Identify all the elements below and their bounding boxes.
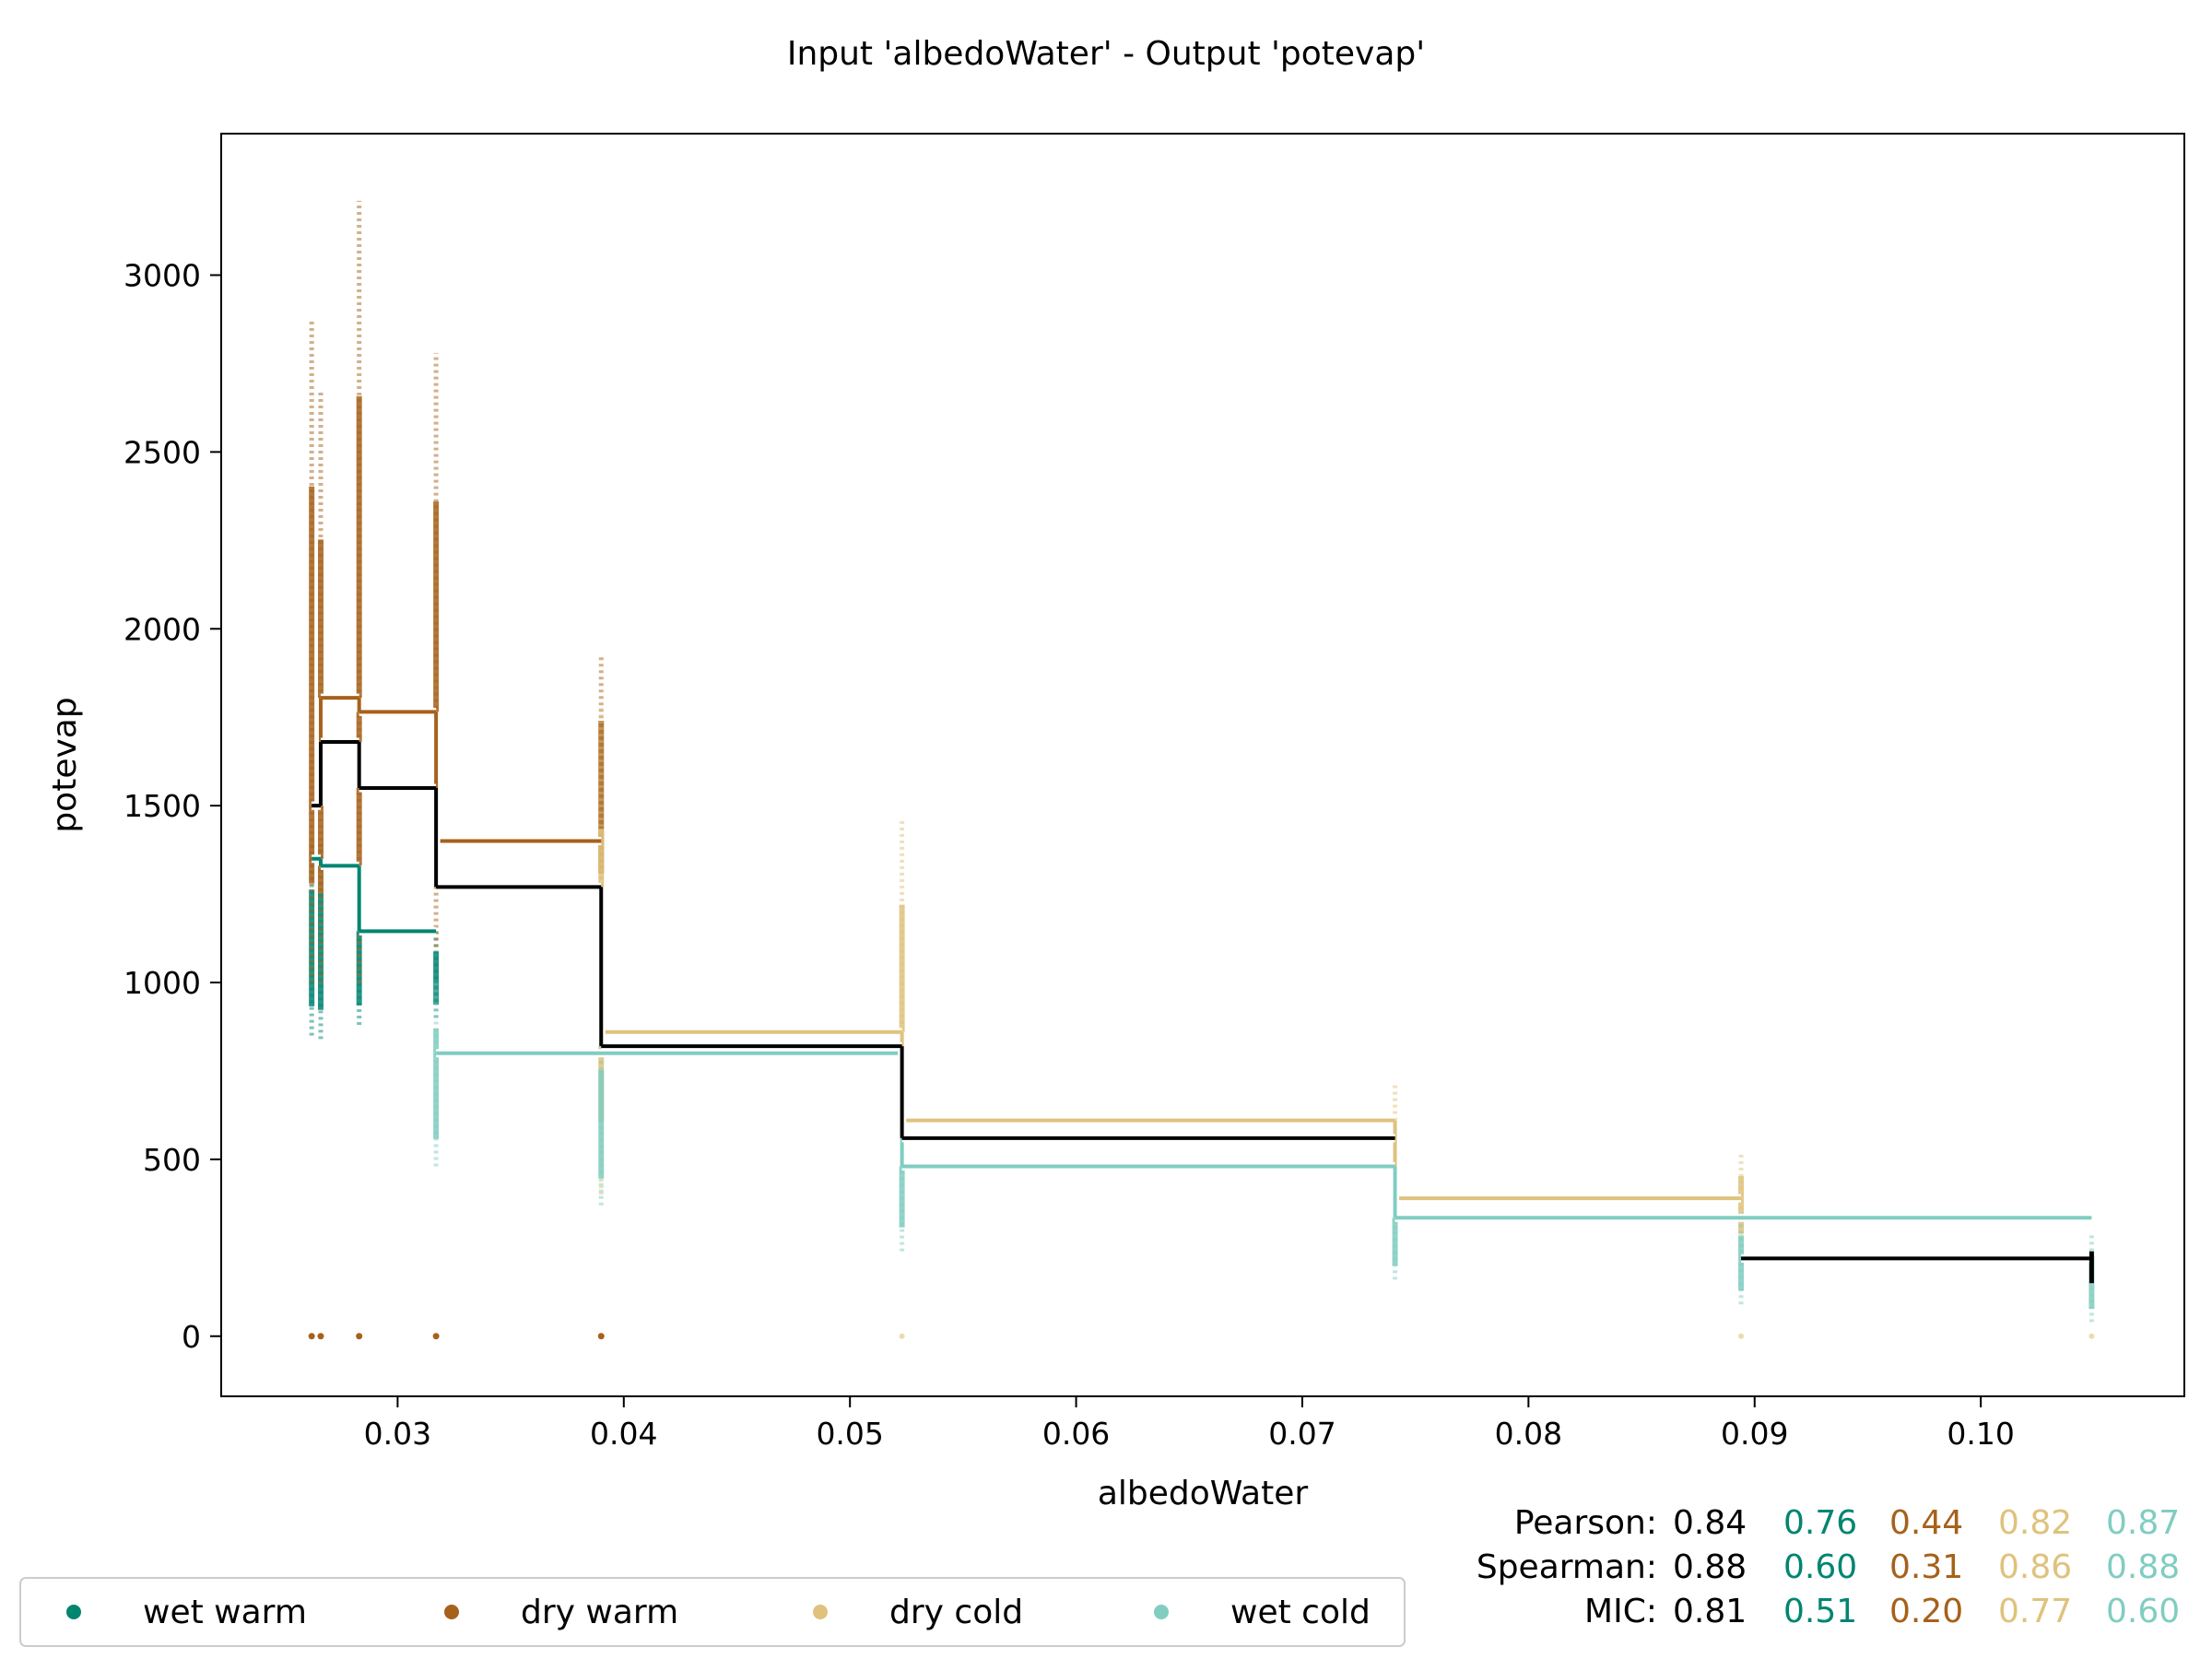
legend-label: dry cold bbox=[889, 1594, 1023, 1631]
stats-label: Spearman: bbox=[1477, 1548, 1657, 1586]
legend-box bbox=[19, 1577, 1406, 1647]
scatter-point bbox=[899, 1333, 905, 1339]
legend-marker bbox=[1154, 1605, 1169, 1619]
stats-value: 0.88 bbox=[1673, 1548, 1747, 1586]
stats-value: 0.77 bbox=[1998, 1593, 2072, 1630]
x-tick-label: 0.03 bbox=[364, 1416, 431, 1452]
y-tick-label: 500 bbox=[143, 1142, 201, 1178]
x-axis-label: albedoWater bbox=[1098, 1475, 1309, 1512]
scatter-point bbox=[317, 1333, 324, 1340]
y-axis-label: potevap bbox=[46, 697, 84, 832]
y-tick-label: 0 bbox=[182, 1319, 201, 1355]
steps-layer bbox=[312, 693, 2094, 1284]
legend-marker bbox=[813, 1605, 828, 1619]
stats-value: 0.87 bbox=[2106, 1504, 2180, 1542]
stats-value: 0.84 bbox=[1673, 1504, 1747, 1542]
x-tick-label: 0.05 bbox=[816, 1416, 883, 1452]
x-tick-label: 0.10 bbox=[1947, 1416, 2014, 1452]
scatter-point bbox=[1738, 1333, 1745, 1339]
legend-label: wet warm bbox=[143, 1594, 307, 1631]
scatter-point bbox=[432, 1333, 440, 1340]
y-axis: 0 500 1000 1500 2000 2500 3000 bbox=[124, 258, 221, 1355]
scatter-point bbox=[597, 1333, 605, 1340]
stats-label: MIC: bbox=[1584, 1593, 1657, 1630]
step-line-wet-warm bbox=[312, 856, 437, 934]
stats-value: 0.60 bbox=[1783, 1548, 1857, 1586]
scatter-point bbox=[356, 1333, 363, 1340]
stats-value: 0.31 bbox=[1889, 1548, 1963, 1586]
scatter-point bbox=[2088, 1333, 2095, 1339]
x-tick-label: 0.07 bbox=[1268, 1416, 1335, 1452]
stats-value: 0.82 bbox=[1998, 1504, 2072, 1542]
stats-value: 0.20 bbox=[1889, 1593, 1963, 1630]
y-tick-label: 1000 bbox=[124, 965, 201, 1001]
x-tick-label: 0.04 bbox=[590, 1416, 657, 1452]
legend: wet warm dry warm dry cold wet cold bbox=[19, 1577, 1406, 1647]
stats-label: Pearson: bbox=[1514, 1504, 1657, 1542]
stats-value: 0.60 bbox=[2106, 1593, 2180, 1630]
stats-value: 0.81 bbox=[1673, 1593, 1747, 1630]
step-line-halo bbox=[312, 737, 2092, 1263]
scatter-point bbox=[308, 1333, 315, 1340]
stats-value: 0.88 bbox=[2106, 1548, 2180, 1586]
x-axis: 0.03 0.04 0.05 0.06 0.07 0.08 0.09 0.10 bbox=[364, 1396, 2015, 1452]
stats-value: 0.86 bbox=[1998, 1548, 2072, 1586]
plot-frame bbox=[220, 133, 2185, 1397]
correlation-stats: Pearson: 0.84 0.76 0.44 0.82 0.87 Spearman: 0.8… bbox=[1477, 1504, 2180, 1630]
x-tick-label: 0.06 bbox=[1042, 1416, 1110, 1452]
legend-label: wet cold bbox=[1230, 1594, 1371, 1631]
legend-label: dry warm bbox=[521, 1594, 678, 1631]
x-tick-label: 0.08 bbox=[1495, 1416, 1562, 1452]
y-tick-label: 2500 bbox=[124, 434, 201, 470]
x-tick-label: 0.09 bbox=[1721, 1416, 1788, 1452]
stats-value: 0.76 bbox=[1783, 1504, 1857, 1542]
chart-title: Input 'albedoWater' - Output 'potevap' bbox=[787, 35, 1425, 73]
legend-marker bbox=[66, 1605, 81, 1619]
y-tick-label: 1500 bbox=[124, 788, 201, 824]
stats-value: 0.44 bbox=[1889, 1504, 1963, 1542]
legend-marker bbox=[444, 1605, 459, 1619]
y-tick-label: 3000 bbox=[124, 258, 201, 294]
step-line-halo bbox=[312, 854, 437, 935]
y-tick-label: 2000 bbox=[124, 611, 201, 647]
step-line-all bbox=[312, 740, 2092, 1261]
stats-value: 0.51 bbox=[1783, 1593, 1857, 1630]
